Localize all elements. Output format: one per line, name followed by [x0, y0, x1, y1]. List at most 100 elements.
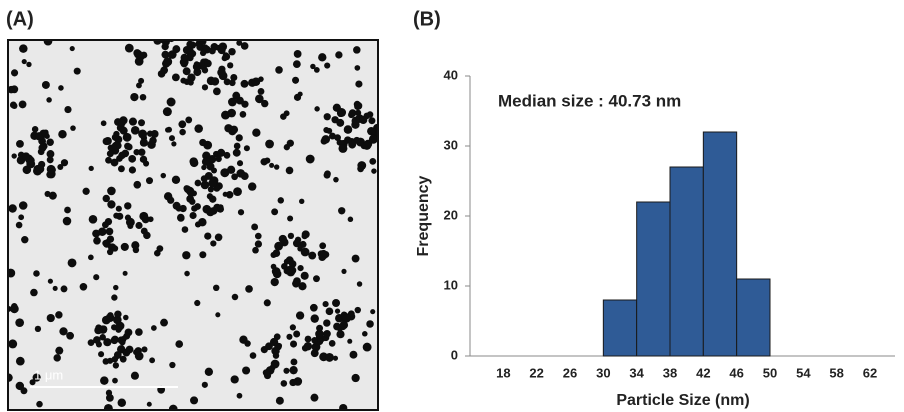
particle [106, 248, 114, 256]
particle [193, 61, 200, 68]
particle [130, 371, 139, 380]
particle [201, 164, 207, 171]
particle [18, 214, 25, 221]
particle [233, 142, 241, 150]
particle [103, 403, 113, 410]
particle [141, 215, 150, 224]
particle [328, 132, 336, 140]
particle [102, 239, 109, 247]
particle [318, 53, 327, 62]
particle [20, 387, 28, 395]
particle [295, 311, 305, 320]
particle [149, 357, 156, 364]
particle [275, 396, 284, 405]
x-tick-label: 18 [496, 365, 510, 380]
particle [141, 346, 148, 353]
particle [101, 315, 111, 325]
particle [370, 309, 376, 315]
particle [117, 165, 125, 173]
particle [196, 43, 204, 51]
particle [128, 154, 137, 163]
particle [272, 249, 281, 257]
particle [125, 143, 133, 151]
particle [281, 237, 287, 243]
particle [118, 151, 126, 160]
particle [46, 164, 56, 174]
particle [214, 233, 223, 242]
particle [199, 251, 207, 259]
particle [93, 274, 100, 281]
particle [211, 167, 218, 174]
particle [308, 251, 317, 260]
y-axis-label: Frequency [415, 175, 432, 256]
particle [200, 175, 208, 183]
particle [200, 180, 210, 190]
particle [359, 115, 368, 125]
particle [115, 321, 125, 331]
particle [34, 325, 42, 333]
particle [290, 340, 298, 348]
particle [263, 299, 271, 307]
particle [342, 314, 351, 323]
particle [322, 301, 329, 308]
particle [217, 148, 226, 157]
particle [202, 151, 211, 160]
particle [236, 392, 243, 399]
particle [201, 381, 208, 388]
particle [310, 393, 319, 402]
particle [315, 329, 324, 339]
particle [26, 61, 32, 68]
particle [354, 65, 361, 71]
particle [356, 281, 363, 287]
particle [95, 341, 102, 348]
particle [88, 214, 98, 224]
particle [31, 125, 39, 133]
particle [119, 126, 128, 135]
particle [122, 270, 128, 276]
particle [212, 284, 220, 292]
particle [29, 379, 36, 386]
particle [134, 351, 144, 361]
particle [328, 340, 336, 347]
particle [242, 366, 251, 375]
particle [339, 320, 349, 330]
particle [21, 58, 27, 65]
particle [194, 203, 201, 210]
particle [301, 233, 308, 240]
particle [111, 294, 118, 301]
particle [8, 339, 18, 349]
particle [297, 264, 304, 272]
particle [169, 361, 176, 369]
particle [187, 79, 194, 86]
particle [171, 175, 181, 184]
x-tick-label: 38 [663, 365, 677, 380]
particle [112, 362, 120, 369]
particle [354, 306, 362, 314]
particle [167, 51, 174, 58]
panel-label: (A) [6, 8, 34, 30]
particle [222, 191, 228, 197]
particle [30, 288, 38, 297]
particle [106, 150, 114, 158]
particle [160, 172, 167, 179]
particle [118, 119, 126, 127]
particle [103, 338, 112, 347]
particle [208, 47, 216, 55]
particle [139, 138, 149, 147]
particle [335, 51, 343, 59]
y-tick-label: 20 [444, 207, 458, 222]
particle [236, 40, 243, 46]
particle [310, 314, 319, 323]
y-tick-label: 0 [451, 347, 458, 362]
bar [736, 278, 771, 357]
particle [272, 269, 282, 279]
x-tick-label: 30 [596, 365, 610, 380]
particle [139, 155, 148, 164]
particle [334, 308, 341, 314]
particle [255, 94, 264, 104]
particle [213, 87, 221, 96]
particle [88, 165, 94, 172]
particle [10, 69, 19, 77]
particle [252, 246, 259, 254]
particle [150, 325, 157, 331]
